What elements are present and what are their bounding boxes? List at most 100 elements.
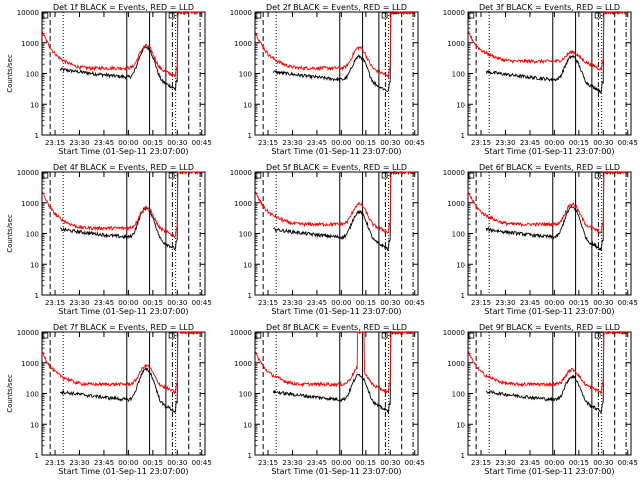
panel-4-ytick-label: 1 <box>35 292 39 300</box>
panel-3-xtick-label: 00:30 <box>593 139 613 147</box>
panel-5-xtick-label: 00:00 <box>331 299 351 307</box>
panel-5-corner-box <box>255 172 262 179</box>
panel-8-ytick-label: 10000 <box>230 329 252 337</box>
panel-2-ytick-label: 10 <box>243 101 252 109</box>
panel-4-xtick-label: 23:45 <box>94 299 114 307</box>
panel-2-lld-line <box>254 10 416 79</box>
panel-5-saa-box <box>381 172 388 179</box>
panel-8-xtick-label: 00:15 <box>356 459 376 467</box>
panel-7-xtick-label: 23:45 <box>94 459 114 467</box>
panel-3-corner-box <box>468 12 475 19</box>
panel-2-xtick-label: 00:30 <box>380 139 400 147</box>
panel-3-xtick-label: 00:15 <box>569 139 589 147</box>
panel-2-saa-box <box>381 12 388 19</box>
panel-3-ytick-label: 1000 <box>447 40 465 48</box>
panel-7-xtick-label: 00:45 <box>192 459 212 467</box>
panel-4-ytick-label: 100 <box>26 231 39 239</box>
panel-4-ytick-label: 10 <box>30 261 39 269</box>
panel-8-xtick-label: 23:45 <box>307 459 327 467</box>
panel-7-ytick-label: 10000 <box>17 329 39 337</box>
panel-7-title: Det 7f BLACK = Events, RED = LLD <box>53 323 194 332</box>
panel-4-title: Det 4f BLACK = Events, RED = LLD <box>53 163 194 172</box>
panel-9-xlabel: Start Time (01-Sep-11 23:07:00) <box>484 467 614 476</box>
panel-1-xlabel: Start Time (01-Sep-11 23:07:00) <box>58 147 188 156</box>
panel-3-title: Det 3f BLACK = Events, RED = LLD <box>479 3 620 12</box>
panel-7-events-line <box>59 331 202 414</box>
panel-4-events-line <box>59 171 203 251</box>
panel-8-title: Det 8f BLACK = Events, RED = LLD <box>266 323 407 332</box>
panel-2-xtick-label: 23:15 <box>258 139 278 147</box>
panel-8-saa-box <box>381 332 388 339</box>
panel-8-ytick-label: 1 <box>248 452 252 460</box>
panel-8-xlabel: Start Time (01-Sep-11 23:07:00) <box>271 467 401 476</box>
panel-2-ytick-label: 1 <box>248 132 252 140</box>
panel-9-xtick-label: 00:15 <box>569 459 589 467</box>
panel-9-xtick-label: 00:45 <box>618 459 638 467</box>
panel-4-frame <box>41 171 206 296</box>
panel-4-xtick-label: 00:00 <box>118 299 138 307</box>
panel-1-ytick-label: 1 <box>35 132 39 140</box>
panel-1-saa-box <box>168 12 175 19</box>
panel-6-xtick-label: 23:45 <box>520 299 540 307</box>
panel-3-xtick-label: 00:45 <box>618 139 638 147</box>
panel-9-ytick-label: 100 <box>452 391 465 399</box>
panel-2-ytick-label: 1000 <box>234 40 252 48</box>
panel-5-lld-line <box>254 170 416 234</box>
panel-6-corner-box <box>468 172 475 179</box>
panel-5-ytick-label: 1 <box>248 292 252 300</box>
panel-2-xlabel: Start Time (01-Sep-11 23:07:00) <box>271 147 401 156</box>
panel-6-xtick-label: 23:30 <box>495 299 515 307</box>
panel-2-xtick-label: 23:45 <box>307 139 327 147</box>
panel-9-events-line <box>485 330 628 414</box>
panel-4-xtick-label: 23:30 <box>69 299 89 307</box>
panel-1-corner-box <box>42 12 49 19</box>
panel-3-ytick-label: 1 <box>461 132 465 140</box>
panel-4-xtick-label: 23:15 <box>45 299 65 307</box>
panel-1-xtick-label: 00:30 <box>167 139 187 147</box>
panel-7-xtick-label: 00:15 <box>143 459 163 467</box>
panel-1-xtick-label: 23:30 <box>69 139 89 147</box>
panel-8-ytick-label: 10 <box>243 421 252 429</box>
panel-3-ytick-label: 100 <box>452 71 465 79</box>
panel-3-ytick-label: 10000 <box>443 9 465 17</box>
panel-7-ytick-label: 1000 <box>21 360 39 368</box>
panel-2-events-line <box>272 10 415 93</box>
panel-1-xtick-label: 23:45 <box>94 139 114 147</box>
panel-1-ytick-label: 1000 <box>21 40 39 48</box>
panel-2-corner-box <box>255 12 262 19</box>
panel-9-xtick-label: 23:45 <box>520 459 540 467</box>
panel-3-xtick-label: 23:30 <box>495 139 515 147</box>
panel-5-title: Det 5f BLACK = Events, RED = LLD <box>266 163 407 172</box>
panel-3-lld-line <box>467 10 628 71</box>
panel-1-title: Det 1f BLACK = Events, RED = LLD <box>53 3 194 12</box>
panel-7-ytick-label: 1 <box>35 452 39 460</box>
panel-6-ytick-label: 1000 <box>447 200 465 208</box>
panel-7-ytick-label: 100 <box>26 391 39 399</box>
panel-1-xtick-label: 00:15 <box>143 139 163 147</box>
panel-5-xlabel: Start Time (01-Sep-11 23:07:00) <box>271 307 401 316</box>
panel-6-saa-box <box>594 172 601 179</box>
panel-7-xtick-label: 23:15 <box>45 459 65 467</box>
panel-5-xtick-label: 00:30 <box>380 299 400 307</box>
panel-5-ytick-label: 1000 <box>234 200 252 208</box>
panel-2-xtick-label: 00:00 <box>331 139 351 147</box>
panel-8-xtick-label: 23:30 <box>282 459 302 467</box>
panel-6-xtick-label: 00:15 <box>569 299 589 307</box>
panel-6-lld-line <box>467 170 629 234</box>
panel-2-ytick-label: 10000 <box>230 9 252 17</box>
panel-9-xtick-label: 00:00 <box>544 459 564 467</box>
panel-1-xtick-label: 00:00 <box>118 139 138 147</box>
panel-7-corner-box <box>42 332 49 339</box>
panel-6-ytick-label: 1 <box>461 292 465 300</box>
panel-1-ylabel: Counts/sec <box>6 54 14 93</box>
panel-7-xtick-label: 23:30 <box>69 459 89 467</box>
panel-5-xtick-label: 23:45 <box>307 299 327 307</box>
panel-1-ytick-label: 10 <box>30 101 39 109</box>
panel-6-ytick-label: 10 <box>456 261 465 269</box>
panel-6-events-line <box>485 170 628 251</box>
panel-4-ylabel: Counts/sec <box>6 214 14 253</box>
panel-9-title: Det 9f BLACK = Events, RED = LLD <box>479 323 620 332</box>
panel-2-xtick-label: 00:15 <box>356 139 376 147</box>
panel-2-xtick-label: 23:30 <box>282 139 302 147</box>
